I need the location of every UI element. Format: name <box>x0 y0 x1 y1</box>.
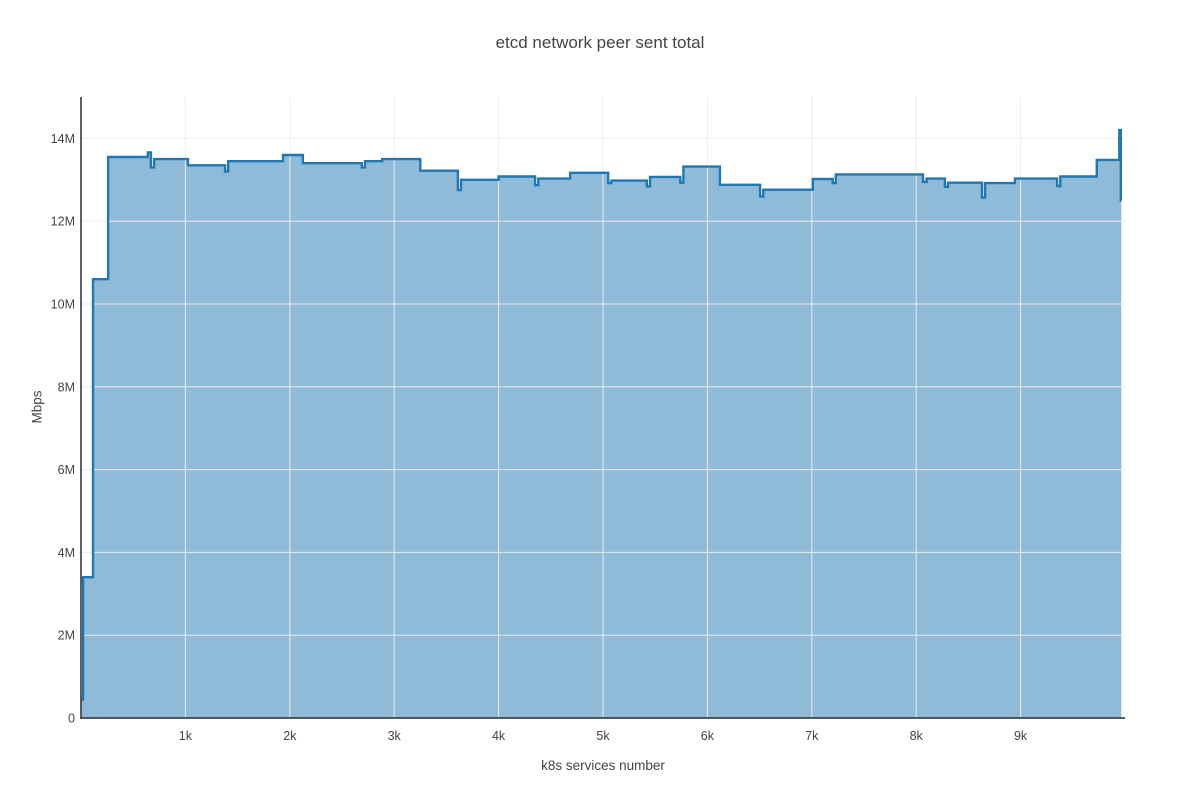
x-tick-label: 7k <box>805 729 819 743</box>
series-line <box>81 128 1122 701</box>
y-tick-label: 10M <box>51 298 75 312</box>
x-tick-label: 1k <box>179 729 193 743</box>
y-tick-label: 2M <box>58 629 75 643</box>
x-tick-label: 3k <box>388 729 402 743</box>
y-tick-label: 0 <box>68 712 75 726</box>
x-tick-label: 8k <box>910 729 924 743</box>
y-axis-title: Mbps <box>29 390 45 424</box>
y-tick-label: 12M <box>51 215 75 229</box>
x-tick-label: 6k <box>701 729 715 743</box>
x-axis-title: k8s services number <box>541 758 665 773</box>
x-tick-label: 5k <box>596 729 610 743</box>
y-tick-label: 4M <box>58 546 75 560</box>
series-area <box>81 130 1122 719</box>
chart-title: etcd network peer sent total <box>495 33 705 52</box>
x-tick-label: 2k <box>283 729 297 743</box>
x-tick-label: 9k <box>1014 729 1028 743</box>
y-tick-label: 6M <box>58 463 75 477</box>
x-tick-label: 4k <box>492 729 506 743</box>
y-tick-label: 8M <box>58 380 75 394</box>
y-tick-label: 14M <box>51 132 75 146</box>
